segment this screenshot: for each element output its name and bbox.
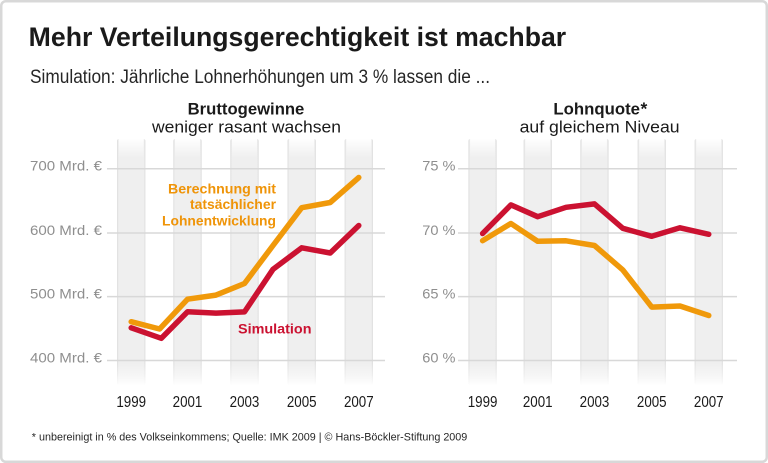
svg-text:Lohnentwicklung: Lohnentwicklung <box>162 214 276 229</box>
svg-text:600 Mrd. €: 600 Mrd. € <box>30 222 102 238</box>
svg-text:1999: 1999 <box>116 394 146 411</box>
svg-text:2003: 2003 <box>580 394 610 411</box>
svg-text:70 %: 70 % <box>422 222 455 238</box>
svg-text:2005: 2005 <box>287 394 317 411</box>
svg-text:Simulation: Simulation <box>238 321 312 337</box>
svg-text:auf gleichem Niveau: auf gleichem Niveau <box>520 118 680 137</box>
svg-text:Bruttogewinne: Bruttogewinne <box>188 99 305 118</box>
svg-text:tatsächlicher: tatsächlicher <box>190 197 277 212</box>
svg-text:2001: 2001 <box>523 394 553 411</box>
svg-text:Berechnung mit: Berechnung mit <box>168 182 277 197</box>
svg-text:* unbereinigt in % des Volksei: * unbereinigt in % des Volkseinkommens; … <box>32 431 468 443</box>
svg-text:65 %: 65 % <box>422 285 455 301</box>
svg-text:60 %: 60 % <box>422 349 455 365</box>
svg-text:*: * <box>641 98 648 118</box>
svg-text:Mehr Verteilungsgerechtigkeit: Mehr Verteilungsgerechtigkeit ist machba… <box>29 22 567 52</box>
svg-text:1999: 1999 <box>468 394 498 411</box>
svg-text:700 Mrd. €: 700 Mrd. € <box>30 158 102 174</box>
svg-text:Lohnquote: Lohnquote <box>553 99 640 118</box>
svg-text:400 Mrd. €: 400 Mrd. € <box>30 349 102 365</box>
svg-text:Simulation: Jährliche Lohnerhö: Simulation: Jährliche Lohnerhöhungen um … <box>30 67 490 88</box>
svg-text:500 Mrd. €: 500 Mrd. € <box>30 285 102 301</box>
svg-text:2001: 2001 <box>173 394 203 411</box>
svg-text:weniger rasant wachsen: weniger rasant wachsen <box>151 118 341 137</box>
svg-text:75 %: 75 % <box>422 158 455 174</box>
svg-text:2003: 2003 <box>230 394 260 411</box>
svg-text:2005: 2005 <box>637 394 667 411</box>
svg-text:2007: 2007 <box>344 394 374 411</box>
svg-text:2007: 2007 <box>694 394 724 411</box>
